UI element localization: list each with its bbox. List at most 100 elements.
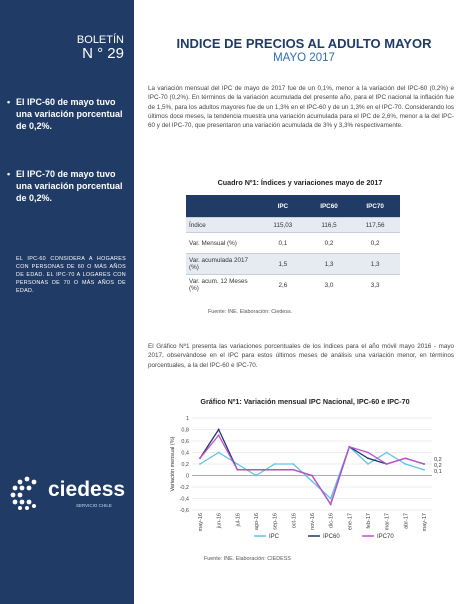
sidebar-note: EL IPC-60 CONSIDERA A HOGARES CON PERSON… [16, 256, 126, 294]
data-point-ipc70 [385, 463, 388, 465]
y-tick-label: -0,6 [180, 508, 189, 514]
chart-title: Gráfico Nº1: Variación mensual IPC Nacio… [200, 397, 410, 406]
data-point-ipc [423, 468, 425, 471]
x-tick-label: nov-16 [310, 513, 316, 530]
data-point-ipc [311, 480, 313, 483]
data-point-ipc70 [255, 468, 257, 471]
x-tick-label: ene-17 [347, 513, 353, 530]
table-header-ipc: IPC [258, 195, 308, 218]
y-tick-label: 0,2 [181, 462, 189, 468]
highlight-ipc70-text: El IPC-70 de mayo tuvo una variación por… [16, 169, 123, 203]
x-tick-label: abr-17 [403, 513, 409, 529]
table-header-row: IPC IPC60 IPC70 [186, 195, 400, 218]
table-header-ipc60: IPC60 [307, 195, 351, 218]
table-row: Var. Mensual (%) 0,1 0,2 0,2 [186, 232, 400, 254]
chart-paragraph: El Gráfico Nº1 presenta las variaciones … [148, 343, 454, 369]
intro-paragraph: La variación mensual del IPC de mayo de … [148, 85, 454, 130]
cell-ipc60: 0,2 [307, 232, 351, 254]
row-label: Var. Mensual (%) [186, 232, 258, 254]
cell-ipc60: 116,5 [307, 217, 351, 233]
data-point-ipc70 [367, 451, 369, 454]
bullet-icon: • [7, 97, 11, 107]
table-header-blank [186, 195, 258, 218]
y-tick-label: 0,6 [181, 439, 189, 445]
cell-ipc: 0,1 [258, 232, 308, 254]
data-point-ipc70 [348, 445, 351, 448]
y-axis-label: Variación mensual (%) [170, 436, 176, 491]
cell-ipc60: 3,0 [307, 274, 351, 295]
row-label: Var. acum. 12 Meses (%) [186, 274, 258, 295]
indices-table: IPC IPC60 IPC70 Índice 115,03 116,5 117,… [186, 195, 400, 295]
data-point-ipc70 [311, 474, 313, 477]
data-point-ipc70 [404, 457, 407, 460]
y-tick-label: 0,4 [181, 451, 189, 457]
x-tick-label: oct-16 [291, 513, 297, 528]
line-chart: 1 0,8 0,6 0,4 0,2 0 -0,2 -0,4 -0,6 may-16 jun-16 ju… [170, 416, 442, 540]
sidebar: BOLETÍN N ° 29 • El IPC-60 de mayo tuvo … [0, 0, 134, 604]
data-point-ipc60 [367, 457, 369, 460]
data-point-ipc [292, 463, 295, 465]
cell-ipc: 2,6 [258, 274, 308, 295]
table-header-ipc70: IPC70 [350, 195, 400, 218]
series-line-ipc70 [199, 434, 425, 506]
data-point-ipc [367, 463, 369, 465]
x-tick-label: jul-16 [235, 513, 241, 527]
row-label: Índice [186, 217, 258, 233]
table-row: Var. acum. 12 Meses (%) 2,6 3,0 3,3 [186, 274, 400, 295]
y-tick-label: 1 [186, 416, 189, 422]
highlight-ipc60-text: El IPC-60 de mayo tuvo una variación por… [16, 97, 123, 131]
legend-label-ipc: IPC [269, 534, 280, 540]
data-point-ipc [199, 463, 201, 465]
y-tick-label: -0,4 [180, 497, 189, 503]
legend-label-ipc70: IPC70 [377, 534, 394, 540]
y-tick-label: 0 [186, 474, 189, 480]
page-subtitle: MAYO 2017 [273, 52, 335, 64]
cell-ipc70: 1,3 [350, 253, 400, 275]
table-source: Fuente: INE. Elaboración: Ciedess. [208, 309, 293, 315]
y-tick-label: 0,8 [181, 428, 189, 434]
data-point-ipc [217, 451, 220, 454]
x-tick-label: jun-16 [217, 513, 223, 529]
legend-label-ipc60: IPC60 [323, 534, 340, 540]
chart-source: Fuente: INE. Elaboración: CIEDESS [204, 556, 291, 562]
bulletin-label: BOLETÍN [76, 34, 124, 46]
x-tick-label: mar-17 [385, 513, 391, 530]
end-value-label: 0,1 [434, 469, 442, 475]
data-point-ipc70 [292, 468, 295, 471]
data-point-ipc [236, 463, 239, 465]
data-point-ipc [273, 463, 276, 465]
x-tick-label: sep-16 [273, 513, 279, 530]
row-label: Var. acumulada 2017 (%) [186, 253, 258, 275]
logo-subtext: SERVICIO CHILE [76, 503, 112, 508]
y-tick-label: -0,2 [180, 485, 189, 491]
bulletin-number: N ° 29 [82, 45, 124, 62]
cell-ipc70: 0,2 [350, 232, 400, 254]
cell-ipc70: 117,56 [350, 217, 400, 233]
cell-ipc70: 3,3 [350, 274, 400, 295]
data-point-ipc [385, 451, 388, 454]
data-point-ipc [404, 463, 407, 465]
data-point-ipc70 [199, 457, 201, 460]
table-row: Índice 115,03 116,5 117,56 [186, 217, 400, 233]
data-point-ipc70 [329, 503, 332, 506]
x-tick-label: may-17 [422, 513, 428, 531]
cell-ipc: 1,5 [258, 253, 308, 275]
table-title: Cuadro Nº1: Índices y variaciones mayo d… [217, 178, 383, 187]
data-point-ipc70 [273, 468, 276, 471]
highlight-ipc70: • El IPC-70 de mayo tuvo una variación p… [7, 168, 126, 204]
data-point-ipc70 [217, 434, 220, 437]
logo-icon [10, 476, 37, 510]
x-tick-label: may-16 [198, 513, 204, 531]
logo-text: ciedess [48, 478, 126, 501]
data-point-ipc [329, 497, 332, 500]
page-title: INDICE DE PRECIOS AL ADULTO MAYOR [176, 36, 432, 51]
bullet-icon: • [7, 169, 11, 179]
data-point-ipc [255, 474, 257, 477]
data-point-ipc60 [217, 428, 220, 431]
x-tick-label: ago-16 [254, 513, 260, 530]
cell-ipc60: 1,3 [307, 253, 351, 275]
x-tick-label: feb-17 [366, 513, 372, 529]
data-point-ipc70 [236, 468, 239, 471]
end-value-label: 0,2 [434, 457, 442, 463]
table-row: Var. acumulada 2017 (%) 1,5 1,3 1,3 [186, 253, 400, 275]
